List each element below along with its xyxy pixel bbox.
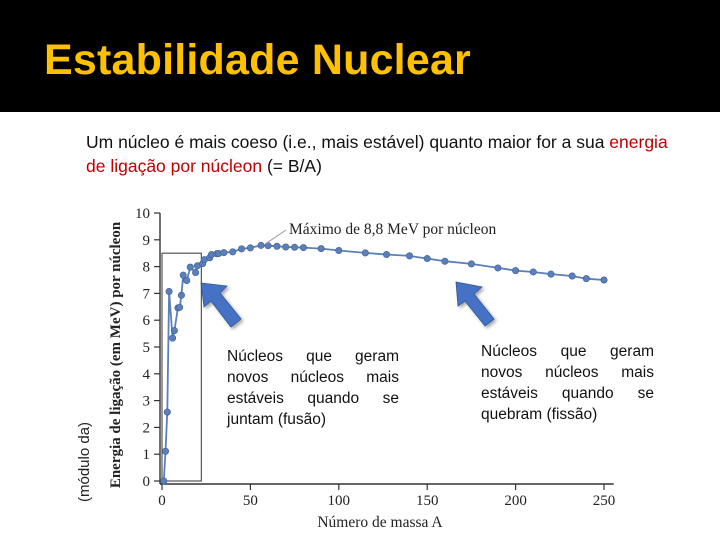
data-point <box>179 271 187 279</box>
x-tick-label: 200 <box>504 493 527 509</box>
data-point <box>383 251 391 259</box>
subtitle: Um núcleo é mais coeso (i.e., mais estáv… <box>86 130 686 178</box>
data-point <box>467 260 475 268</box>
y-tick-label: 3 <box>143 394 151 410</box>
data-point <box>165 288 173 296</box>
y-axis-label: Energia de ligação (em MeV) por núcleon <box>108 221 124 488</box>
data-point <box>163 408 171 416</box>
data-point <box>192 268 200 276</box>
data-point <box>529 268 537 276</box>
fission-arrow-shape <box>455 281 495 327</box>
x-tick-label: 100 <box>328 493 351 509</box>
fusion-arrow-shape <box>200 282 242 328</box>
data-point <box>177 291 185 299</box>
subtitle-suffix: (= B/A) <box>262 156 322 176</box>
data-point <box>512 267 520 275</box>
data-point <box>299 244 307 252</box>
y-tick-label: 1 <box>143 447 151 463</box>
x-axis-label: Número de massa A <box>317 514 443 531</box>
y-tick-label: 7 <box>143 286 151 302</box>
data-point <box>170 327 178 335</box>
x-tick-label: 50 <box>243 493 258 509</box>
data-point <box>335 247 343 255</box>
data-point <box>291 243 299 251</box>
data-point <box>169 334 177 342</box>
data-point <box>264 242 272 250</box>
fission-arrow <box>455 281 495 327</box>
data-point <box>423 255 431 263</box>
x-tick-label: 250 <box>593 493 616 509</box>
title-band: Estabilidade Nuclear <box>0 0 720 112</box>
page-title: Estabilidade Nuclear <box>44 36 471 84</box>
y-tick-label: 10 <box>135 206 150 222</box>
data-point <box>160 477 168 485</box>
y-tick-label: 0 <box>143 474 151 490</box>
data-point <box>220 249 228 257</box>
data-point <box>257 241 265 249</box>
fusion-arrow <box>200 282 242 328</box>
x-tick-label: 150 <box>416 493 439 509</box>
y-tick-label: 8 <box>143 260 151 276</box>
data-point <box>441 257 449 265</box>
fusion-note: Núcleos que geram novos núcleos mais est… <box>227 348 399 428</box>
y-tick-label: 9 <box>143 233 151 249</box>
data-point <box>317 245 325 253</box>
data-point <box>282 243 290 251</box>
data-point <box>176 303 184 311</box>
data-point <box>547 270 555 278</box>
data-point <box>246 244 254 252</box>
y-tick-label: 4 <box>143 367 151 383</box>
y-tick-label: 6 <box>143 313 151 329</box>
subtitle-prefix: Um núcleo é mais coeso (i.e., mais estáv… <box>86 132 610 152</box>
data-point <box>361 249 369 257</box>
data-point <box>229 248 237 256</box>
data-point <box>494 264 502 272</box>
highlight-box <box>161 252 202 482</box>
y-tick-label: 5 <box>143 340 151 356</box>
y-tick-label: 2 <box>143 420 151 436</box>
data-point <box>183 277 191 285</box>
data-point <box>582 275 590 283</box>
fission-note: Núcleos que geram novos núcleos mais est… <box>481 343 654 423</box>
data-point <box>568 272 576 280</box>
annotation-leader <box>265 229 287 244</box>
x-tick-label: 0 <box>158 493 166 509</box>
data-point <box>162 447 170 455</box>
data-point <box>186 263 194 271</box>
data-point <box>273 242 281 250</box>
data-point <box>600 276 608 284</box>
data-point <box>238 245 246 253</box>
subtitle-highlight: energia de ligação por núcleon <box>86 132 668 176</box>
data-point <box>406 252 414 260</box>
annotation-text: Máximo de 8,8 MeV por núcleon <box>289 221 496 238</box>
